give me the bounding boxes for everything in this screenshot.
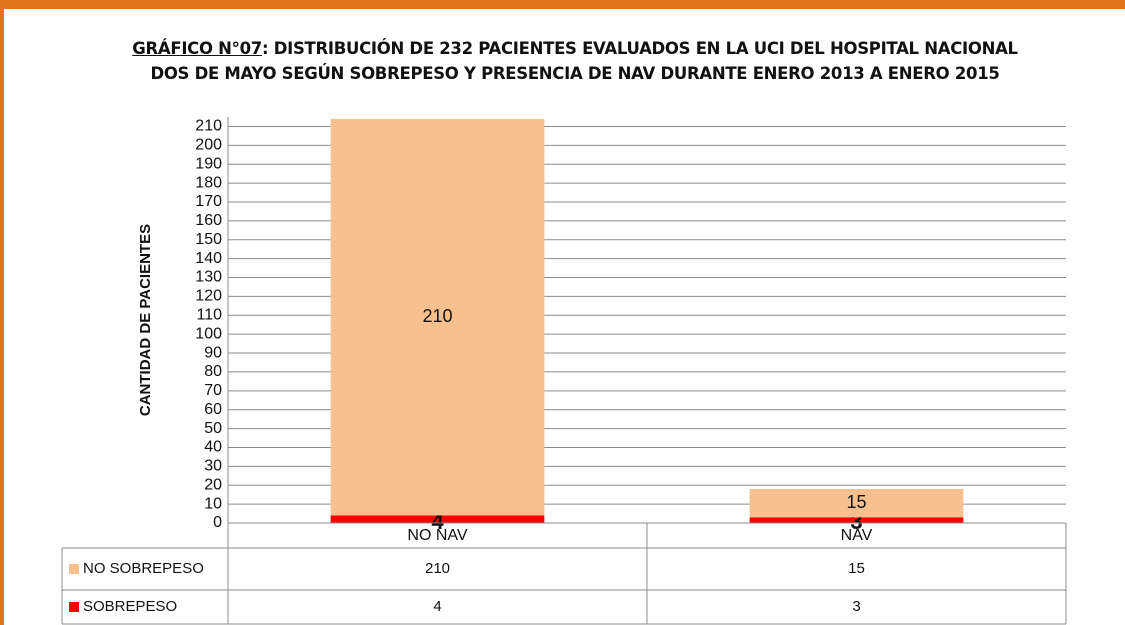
y-tick-label: 210 (195, 118, 222, 135)
title-part: GRÁFICO N°07 (132, 39, 262, 58)
data-label: 210 (422, 306, 452, 326)
y-tick-label: 190 (195, 155, 222, 172)
table-value: 15 (848, 560, 865, 577)
y-axis-label: CANTIDAD DE PACIENTES (137, 224, 154, 416)
y-tick-label: 160 (195, 212, 222, 229)
y-tick-label: 130 (195, 269, 222, 286)
legend-label: NO SOBREPESO (83, 560, 204, 577)
y-tick-label: 50 (204, 420, 222, 437)
y-tick-label: 0 (213, 514, 222, 531)
y-tick-label: 70 (204, 382, 222, 399)
bar-segment (330, 515, 545, 523)
y-tick-label: 120 (195, 288, 222, 305)
y-tick-label: 80 (204, 363, 222, 380)
legend-swatch (69, 602, 79, 612)
y-tick-label: 40 (204, 439, 222, 456)
table-value: 3 (852, 598, 860, 615)
x-tick-label: NO NAV (407, 527, 467, 544)
y-tick-label: 110 (196, 306, 222, 323)
bar-segment (330, 118, 545, 516)
chart-title: GRÁFICO N°07: DISTRIBUCIÓN DE 232 PACIEN… (120, 36, 1030, 86)
data-label: 15 (846, 492, 866, 512)
y-tick-label: 140 (195, 250, 222, 267)
bar-segment (749, 489, 964, 518)
legend-swatch (69, 564, 79, 574)
y-tick-label: 60 (204, 401, 222, 418)
y-tick-label: 30 (204, 458, 222, 475)
y-tick-label: 100 (195, 325, 222, 342)
table-value: 4 (433, 598, 441, 615)
y-tick-label: 90 (204, 344, 222, 361)
y-tick-label: 10 (204, 495, 222, 512)
x-tick-label: NAV (841, 527, 873, 544)
y-tick-label: 170 (195, 193, 222, 210)
table-value: 210 (425, 560, 450, 577)
y-tick-label: 150 (195, 231, 222, 248)
bar-segment (749, 517, 964, 523)
title-part: : DISTRIBUCIÓN DE 232 PACIENTES EVALUADO… (150, 39, 1018, 83)
y-tick-label: 20 (204, 476, 222, 493)
legend-label: SOBREPESO (83, 598, 177, 615)
y-tick-label: 180 (195, 174, 222, 191)
y-tick-label: 200 (195, 137, 222, 154)
